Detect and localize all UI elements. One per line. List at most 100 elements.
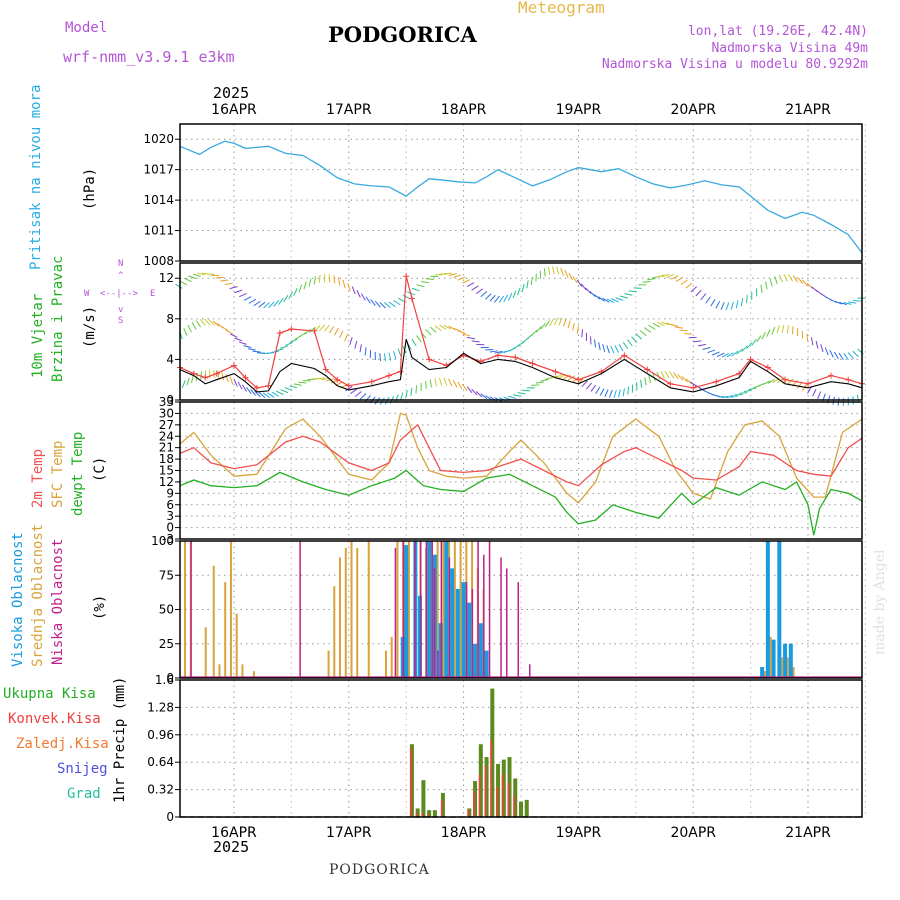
wind-arrow — [761, 332, 766, 340]
precip-bar-convective — [490, 739, 492, 817]
wind-arrow — [675, 276, 684, 283]
wind-arrow — [622, 388, 625, 397]
y-tick-label: 1017 — [143, 163, 174, 177]
wind-arrow — [581, 329, 583, 338]
wind-arrow — [817, 391, 822, 400]
wind-arrow — [673, 372, 679, 380]
wind-arrow — [429, 326, 437, 333]
gust-marker — [805, 380, 812, 387]
wind-arrow — [806, 333, 809, 342]
cloud-bar-srednja — [333, 586, 336, 678]
wind-arrow — [586, 382, 592, 390]
wind-arrow — [838, 301, 847, 306]
y-tick-label: 30 — [159, 406, 174, 420]
wind-arrow — [563, 374, 571, 380]
wind-arrow — [647, 278, 656, 281]
wind-arrow — [303, 281, 307, 290]
wind-arrow — [254, 390, 261, 398]
model-name: wrf-nmm_v3.9.1 e3km — [63, 48, 235, 66]
wind-arrow — [746, 295, 748, 304]
precip-bar-convective — [409, 748, 412, 817]
wind-arrow — [668, 371, 675, 379]
wind-arrow — [329, 325, 335, 334]
precip-unit: 1hr Precip (mm) — [112, 676, 128, 803]
wind-arrow — [563, 318, 567, 327]
wind-arrow — [677, 373, 684, 381]
cloud-bar-niska — [448, 557, 451, 678]
wind-arrow — [263, 302, 270, 309]
wind-arrow — [453, 327, 461, 332]
wind-arrow — [221, 326, 229, 332]
wind-arrow — [765, 281, 768, 290]
y-tick-label: 50 — [159, 603, 174, 617]
cloud-bar-visoka — [788, 643, 793, 678]
precip-bar-convective — [440, 799, 443, 817]
wind-arrow — [270, 350, 279, 353]
precip-bar-convective — [513, 795, 515, 817]
cloud-bar-srednja — [384, 650, 387, 678]
wind-arrow — [278, 297, 284, 305]
wind-arrow — [656, 371, 661, 380]
wind-arrow — [195, 320, 202, 328]
cloud-bar-srednja — [212, 565, 215, 678]
wind-arrow — [241, 384, 248, 392]
wind-arrow — [246, 386, 252, 394]
y-tick-label: 24 — [159, 429, 174, 443]
wind-arrow — [576, 279, 583, 287]
wind-arrow — [751, 338, 757, 346]
wind-arrow — [443, 272, 453, 275]
watermark: made by Angel — [872, 549, 888, 656]
cloud-bar-niska — [425, 541, 428, 678]
y-tick-label: 1.6 — [155, 673, 174, 687]
date-label-top: 18APR — [441, 102, 487, 118]
wind-arrow — [258, 301, 266, 308]
gust-marker — [845, 376, 852, 383]
precip-bar-total — [478, 744, 483, 817]
precip-bar-convective — [473, 791, 475, 817]
wind-arrow — [462, 333, 471, 337]
wind-arrow — [197, 272, 206, 276]
wind-arrow — [356, 289, 361, 298]
wind-arrow — [652, 322, 661, 328]
precip-bar-total — [501, 759, 506, 817]
wind-arrow — [443, 324, 452, 330]
wind-arrow — [457, 381, 463, 390]
wind-arrow — [271, 391, 279, 397]
wind-arrow — [572, 322, 575, 331]
wind-arrow — [838, 352, 844, 361]
wind-arrow — [434, 378, 438, 387]
wind-arrow — [552, 266, 555, 275]
wind-arrow — [267, 392, 275, 398]
wind-arrow — [425, 278, 434, 280]
wind-arrow — [766, 329, 771, 337]
gust-marker — [529, 360, 536, 367]
cloud-bar-niska — [517, 582, 520, 678]
wind-arrow — [457, 276, 466, 281]
wind-arrow — [778, 274, 783, 283]
precip-bar-convective — [501, 774, 504, 817]
ticks-layer: 1008101110141017102004812-30369121518212… — [143, 102, 831, 841]
wind-arrow — [589, 290, 596, 298]
gust-marker — [265, 382, 272, 389]
y-tick-label: -3 — [162, 532, 174, 546]
cloud-bar-visoka — [467, 602, 472, 678]
wind-arrow — [564, 269, 569, 278]
wind-arrow — [748, 387, 757, 391]
gust-marker — [322, 366, 329, 373]
precip-bar-convective — [421, 812, 424, 817]
cloud-bar-visoka — [450, 568, 455, 678]
wind-arrow — [323, 324, 330, 332]
wind-arrow — [188, 275, 197, 280]
wind-arrow — [183, 277, 192, 282]
wind-arrow — [847, 352, 854, 359]
product-title: Meteogram — [518, 0, 605, 17]
date-label-top: 20APR — [670, 102, 716, 118]
wind-arrow — [191, 322, 197, 330]
wind-arrow — [220, 279, 229, 282]
gust-marker — [575, 376, 582, 383]
y-tick-label: 1020 — [143, 132, 174, 146]
wind-arrow — [611, 298, 619, 303]
y-tick-label: 0.64 — [147, 755, 174, 769]
y-tick-label: 15 — [159, 464, 174, 478]
precip-bar-total — [484, 757, 489, 817]
